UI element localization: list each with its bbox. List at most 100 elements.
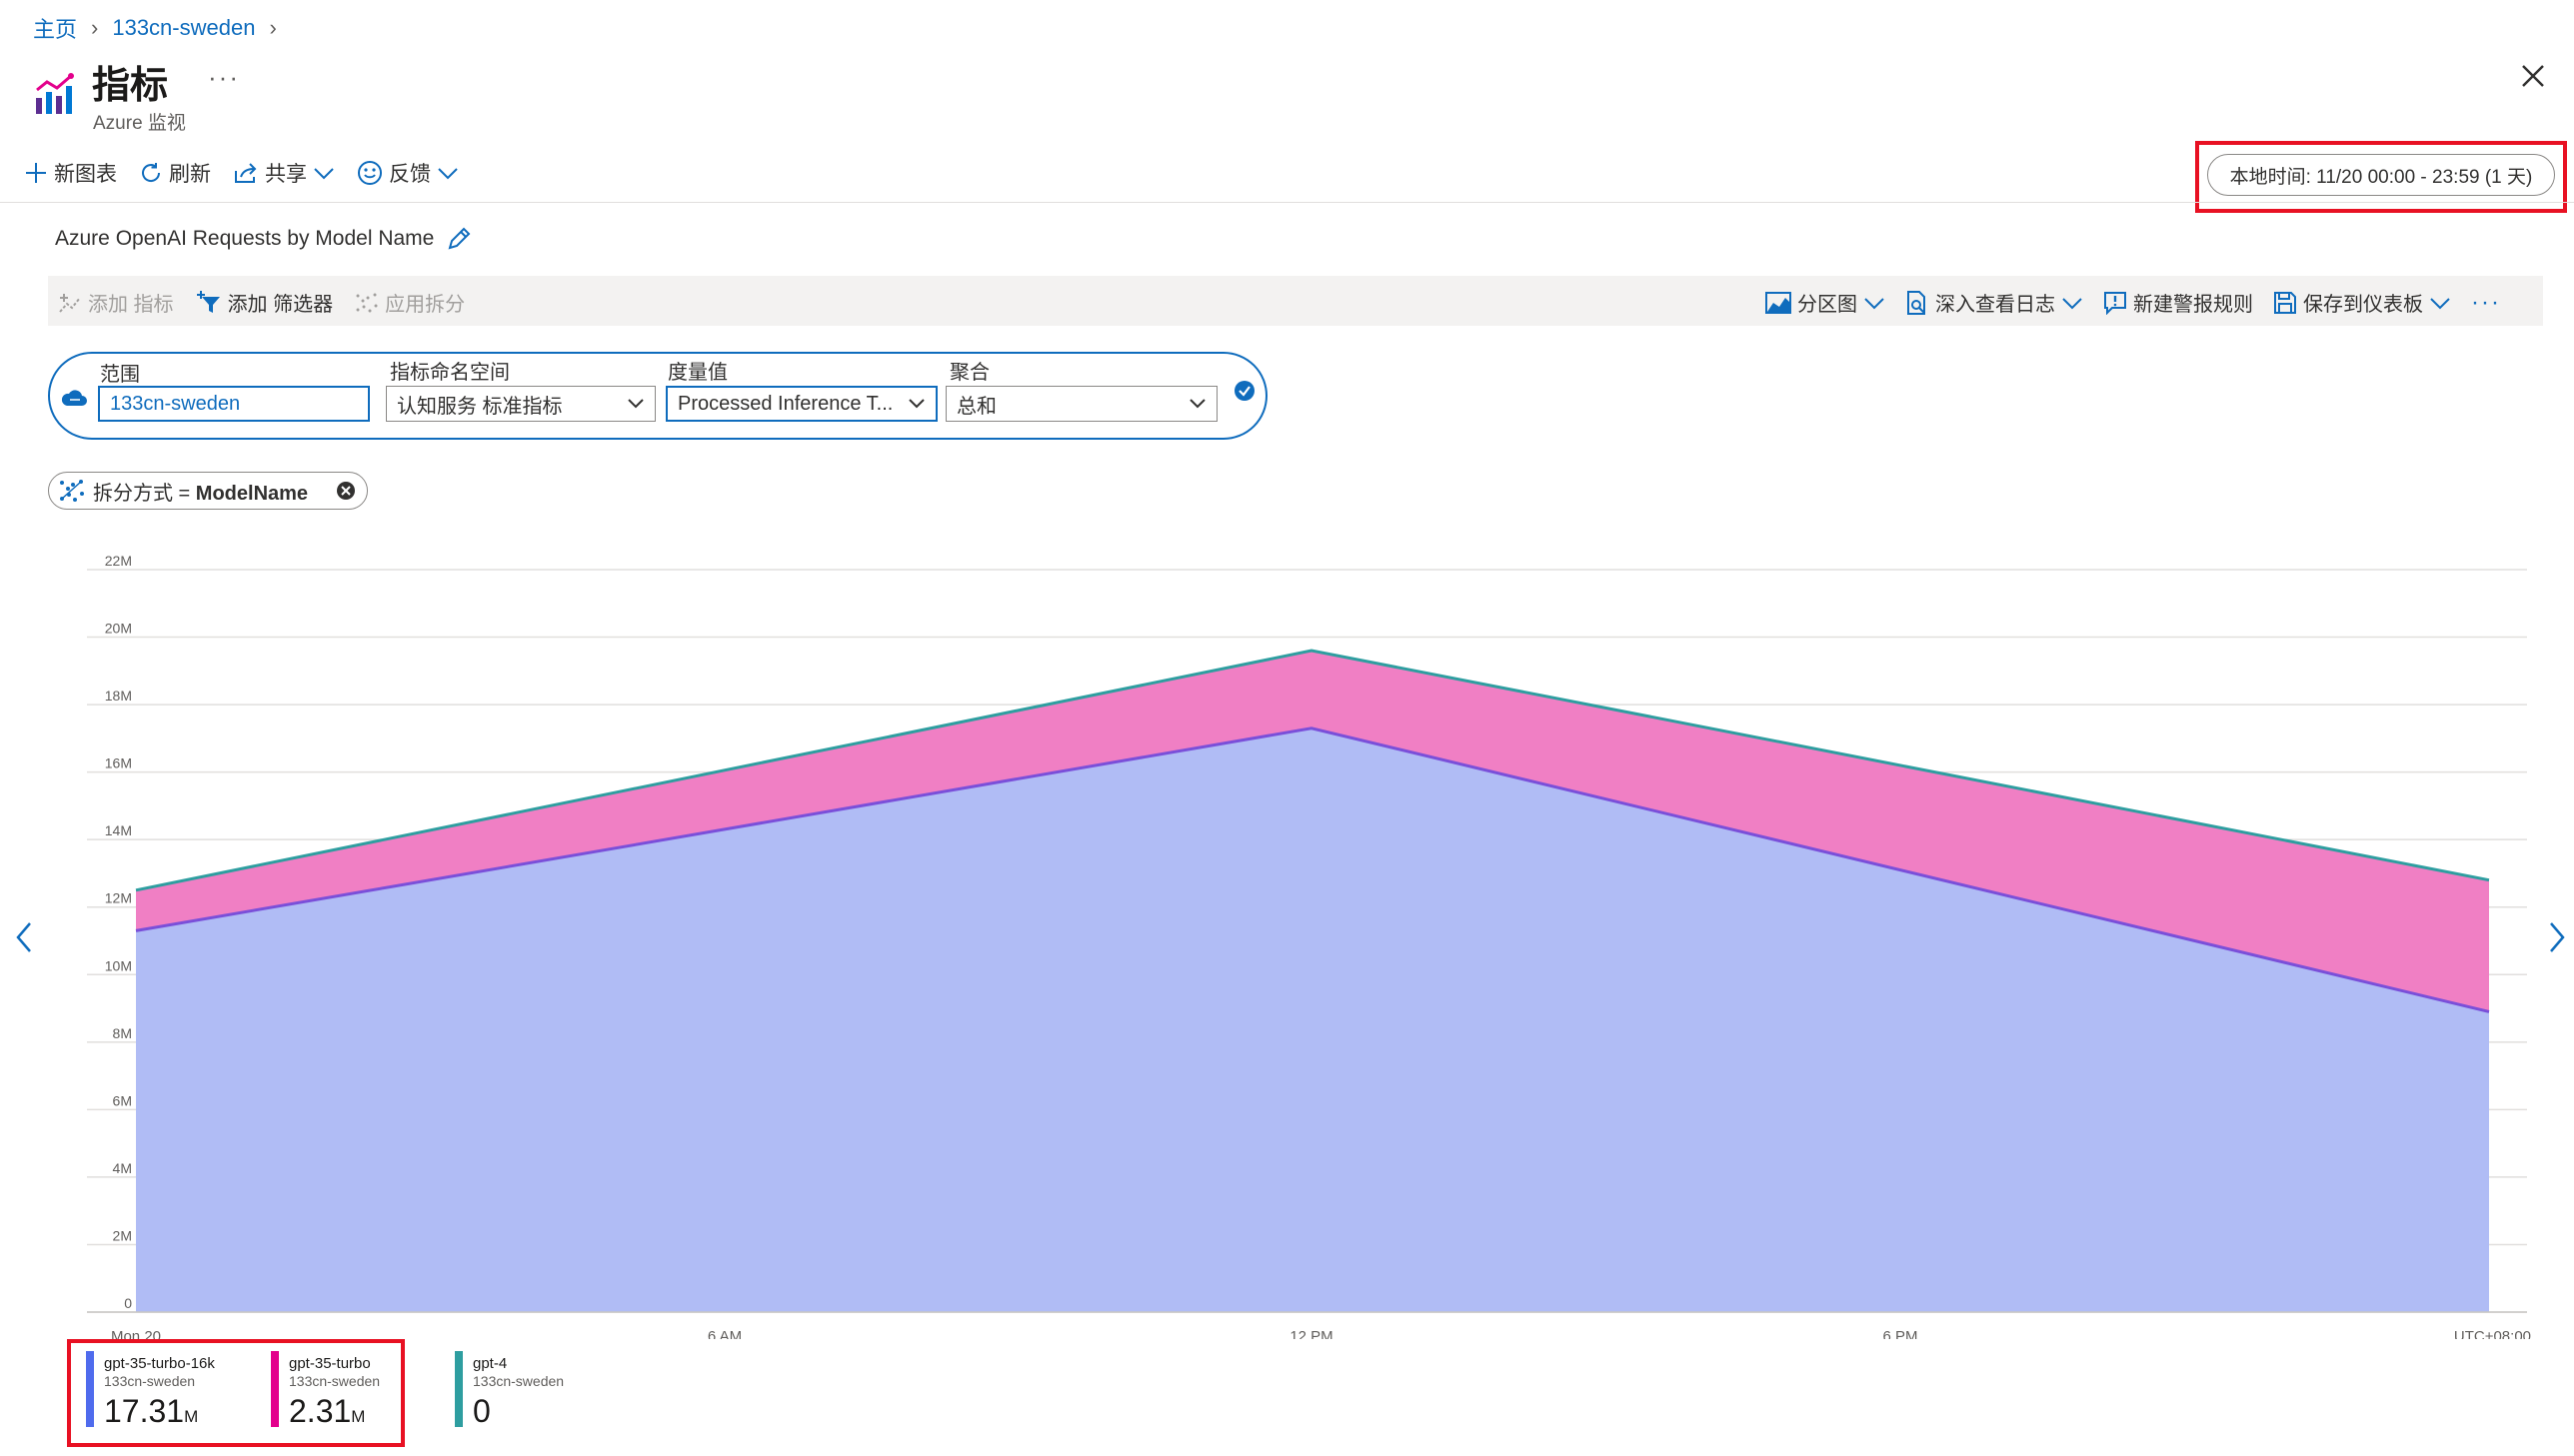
share-button[interactable]: 共享 bbox=[233, 158, 335, 188]
remove-split-icon[interactable] bbox=[335, 480, 357, 502]
cloud-icon bbox=[61, 390, 87, 406]
chevron-down-icon bbox=[909, 399, 925, 409]
x-tick-label: 6 AM bbox=[708, 1328, 742, 1339]
legend-series-resource: 133cn-sweden bbox=[104, 1373, 196, 1389]
legend-color-swatch bbox=[271, 1351, 279, 1427]
breadcrumb-resource-link[interactable]: 133cn-sweden bbox=[112, 15, 256, 40]
save-to-dashboard-label: 保存到仪表板 bbox=[2303, 294, 2423, 316]
chevron-down-icon bbox=[628, 399, 644, 409]
time-range-highlight bbox=[2195, 141, 2567, 213]
split-value: ModelName bbox=[195, 482, 309, 505]
share-label: 共享 bbox=[265, 163, 307, 186]
time-range-picker[interactable]: 本地时间: 11/20 00:00 - 23:59 (1 天) bbox=[2207, 154, 2555, 196]
metrics-app-icon bbox=[36, 73, 74, 114]
namespace-value: 认知服务 标准指标 bbox=[397, 395, 563, 418]
apply-split-button[interactable]: 应用拆分 bbox=[355, 288, 465, 317]
legend-value-number: 0 bbox=[473, 1393, 491, 1429]
legend-color-swatch bbox=[455, 1351, 463, 1427]
chevron-down-icon bbox=[2062, 297, 2082, 309]
feedback-button[interactable]: 反馈 bbox=[357, 158, 459, 188]
refresh-button[interactable]: 刷新 bbox=[139, 158, 211, 188]
close-icon[interactable] bbox=[2519, 62, 2547, 90]
split-icon bbox=[356, 293, 378, 312]
y-tick-label: 22M bbox=[105, 553, 132, 569]
y-tick-label: 2M bbox=[113, 1227, 132, 1243]
legend-series-resource: 133cn-sweden bbox=[289, 1373, 381, 1389]
refresh-icon bbox=[142, 163, 161, 182]
more-options-button[interactable]: ··· bbox=[208, 62, 240, 92]
area-series-gpt-35-turbo bbox=[136, 651, 2489, 1012]
metric-dropdown[interactable]: Processed Inference T... bbox=[666, 386, 938, 422]
legend-series-resource: 133cn-sweden bbox=[473, 1373, 565, 1389]
legend-series-value: 17.31M bbox=[104, 1393, 198, 1430]
split-pill[interactable]: 拆分方式 = ModelName bbox=[48, 472, 368, 510]
chart-toolbar bbox=[48, 276, 2543, 326]
aggregation-dropdown[interactable]: 总和 bbox=[946, 386, 1218, 422]
new-alert-rule-button[interactable]: 新建警报规则 bbox=[2103, 288, 2253, 317]
area-chart-dropdown[interactable]: 分区图 bbox=[1765, 288, 1885, 317]
y-tick-label: 18M bbox=[105, 688, 132, 704]
y-tick-label: 8M bbox=[113, 1025, 132, 1041]
legend-series-name: gpt-35-turbo-16k bbox=[104, 1355, 215, 1372]
breadcrumb-separator-icon: › bbox=[269, 15, 277, 40]
metric-value: Processed Inference T... bbox=[678, 392, 894, 415]
breadcrumb-home-link[interactable]: 主页 bbox=[33, 17, 78, 42]
new-chart-button[interactable]: 新图表 bbox=[24, 158, 117, 188]
y-tick-label: 0 bbox=[124, 1295, 132, 1311]
filter-icon bbox=[196, 290, 220, 313]
chevron-down-icon bbox=[314, 168, 334, 180]
add-metric-icon bbox=[59, 293, 81, 313]
y-tick-label: 10M bbox=[105, 957, 132, 973]
legend-color-swatch bbox=[86, 1351, 94, 1427]
legend-series-value: 2.31M bbox=[289, 1393, 365, 1430]
legend-value-unit: M bbox=[351, 1407, 366, 1426]
metric-label: 度量值 bbox=[668, 362, 728, 384]
legend-value-number: 17.31 bbox=[104, 1393, 185, 1429]
chevron-down-icon bbox=[1864, 297, 1884, 309]
apply-split-label: 应用拆分 bbox=[385, 294, 466, 316]
document-search-icon bbox=[1907, 290, 1925, 315]
legend-series-name: gpt-35-turbo bbox=[289, 1355, 371, 1372]
scope-input[interactable]: 133cn-sweden bbox=[98, 386, 370, 422]
timezone-label: UTC+08:00 bbox=[2454, 1328, 2531, 1339]
y-tick-label: 12M bbox=[105, 890, 132, 906]
legend-highlight bbox=[67, 1339, 405, 1447]
y-tick-label: 20M bbox=[105, 621, 132, 637]
add-metric-button[interactable]: 添加 指标 bbox=[58, 288, 174, 317]
drill-logs-dropdown[interactable]: 深入查看日志 bbox=[1905, 288, 2083, 317]
chevron-down-icon bbox=[2430, 297, 2450, 309]
scope-label: 范围 bbox=[100, 364, 140, 386]
x-tick-label: 6 PM bbox=[1882, 1328, 1917, 1339]
aggregation-label: 聚合 bbox=[950, 362, 990, 384]
scope-value: 133cn-sweden bbox=[110, 392, 241, 415]
chevron-down-icon bbox=[1190, 399, 1206, 409]
command-bar: 新图表 刷新 共享 反馈 bbox=[24, 158, 459, 188]
new-chart-label: 新图表 bbox=[54, 163, 117, 186]
metric-selector bbox=[48, 352, 1268, 440]
page-subtitle: Azure 监视 bbox=[93, 113, 186, 134]
line-series-gpt-4-top bbox=[135, 649, 2490, 892]
split-label: 拆分方式 = ModelName bbox=[93, 477, 308, 506]
new-alert-rule-label: 新建警报规则 bbox=[2133, 294, 2253, 316]
smiley-icon bbox=[358, 161, 382, 185]
chart-toolbar-right: 分区图 深入查看日志 新建警报规则 保存到仪表板 ··· bbox=[1765, 288, 2501, 317]
page-title: 指标 bbox=[92, 65, 169, 107]
pencil-icon[interactable] bbox=[446, 226, 472, 252]
add-filter-button[interactable]: 添加 筛选器 bbox=[196, 288, 333, 317]
chart-more-button[interactable]: ··· bbox=[2471, 289, 2501, 317]
drill-logs-label: 深入查看日志 bbox=[1935, 294, 2055, 316]
save-to-dashboard-dropdown[interactable]: 保存到仪表板 bbox=[2273, 288, 2451, 317]
namespace-dropdown[interactable]: 认知服务 标准指标 bbox=[386, 386, 656, 422]
split-prefix: 拆分方式 = bbox=[93, 482, 196, 505]
chart-title: Azure OpenAI Requests by Model Name bbox=[55, 227, 435, 250]
feedback-label: 反馈 bbox=[389, 163, 431, 186]
chevron-right-icon[interactable] bbox=[2545, 917, 2569, 957]
chevron-left-icon[interactable] bbox=[12, 917, 36, 957]
area-series-gpt-35-turbo-16k bbox=[136, 728, 2489, 1312]
y-tick-label: 6M bbox=[113, 1092, 132, 1108]
header-divider bbox=[0, 202, 2574, 203]
checkmark-circle-icon[interactable] bbox=[1234, 380, 1256, 402]
x-tick-label: Mon 20 bbox=[111, 1328, 161, 1339]
share-icon bbox=[235, 163, 257, 183]
area-chart-icon bbox=[1765, 291, 1791, 314]
